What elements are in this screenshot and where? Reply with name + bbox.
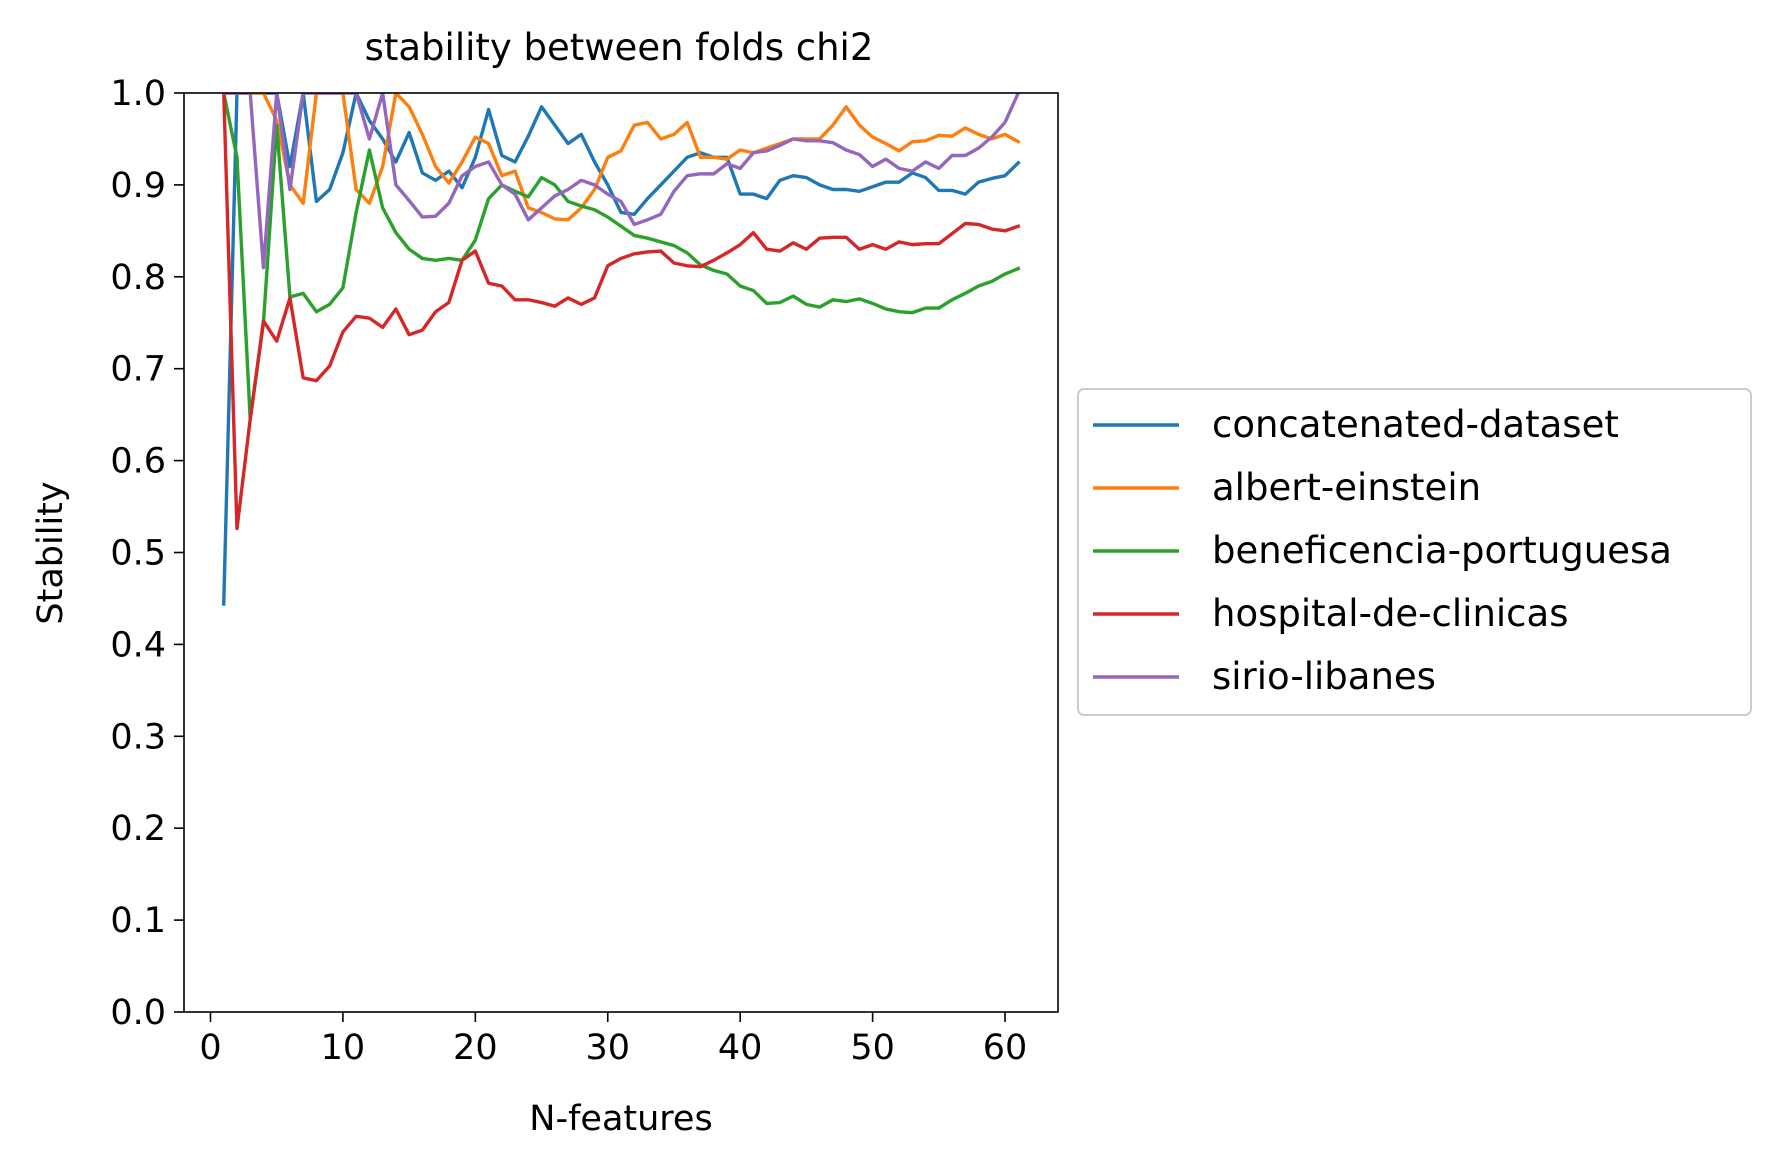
x-tick-label: 40 (718, 1028, 763, 1068)
y-tick-label: 0.3 (110, 717, 166, 757)
legend-label: sirio-libanes (1212, 655, 1436, 698)
y-tick-label: 0.5 (110, 534, 166, 574)
x-tick-label: 60 (983, 1028, 1028, 1068)
y-tick-label: 0.2 (110, 809, 166, 849)
x-tick-label: 0 (199, 1028, 221, 1068)
y-tick-label: 0.1 (110, 901, 166, 941)
series-line-sirio-libanes (222, 93, 1021, 270)
legend-frame (1077, 388, 1752, 716)
y-axis-label: Stability (31, 481, 71, 624)
series-line-beneficencia-portuguesa (221, 93, 1021, 421)
x-tick-label: 20 (453, 1028, 498, 1068)
x-tick-label: 30 (585, 1028, 630, 1068)
y-tick-label: 0.7 (110, 350, 166, 390)
legend-label: beneficencia-portuguesa (1212, 529, 1672, 572)
y-tick-label: 0.8 (110, 258, 166, 298)
series-line-albert-einstein (222, 93, 1021, 222)
y-tick-label: 0.4 (110, 625, 166, 665)
legend: concatenated-dataset albert-einstein benef… (1077, 388, 1752, 716)
y-tick-label: 0.6 (110, 442, 166, 482)
legend-label: hospital-de-clinicas (1212, 592, 1568, 635)
legend-label: concatenated-dataset (1212, 403, 1619, 446)
y-axis: 0.0 0.1 0.2 0.3 0.4 0.5 0.6 0.7 0.8 0.9 1.0 (110, 74, 184, 1033)
x-axis-label: N-features (529, 1099, 712, 1139)
series-line-hospital-de-clinicas (222, 93, 1021, 531)
x-axis: 0 10 20 30 40 50 60 (199, 1012, 1027, 1068)
y-tick-label: 1.0 (110, 74, 166, 114)
x-tick-label: 10 (321, 1028, 366, 1068)
y-tick-label: 0.9 (110, 166, 166, 206)
series-line-concatenated-dataset (221, 93, 1021, 606)
x-tick-label: 50 (850, 1028, 895, 1068)
chart-title: stability between folds chi2 (365, 26, 874, 69)
legend-label: albert-einstein (1212, 466, 1481, 509)
y-tick-label: 0.0 (110, 993, 166, 1033)
series-layer (221, 93, 1021, 606)
plot-area-frame (183, 92, 1059, 1013)
